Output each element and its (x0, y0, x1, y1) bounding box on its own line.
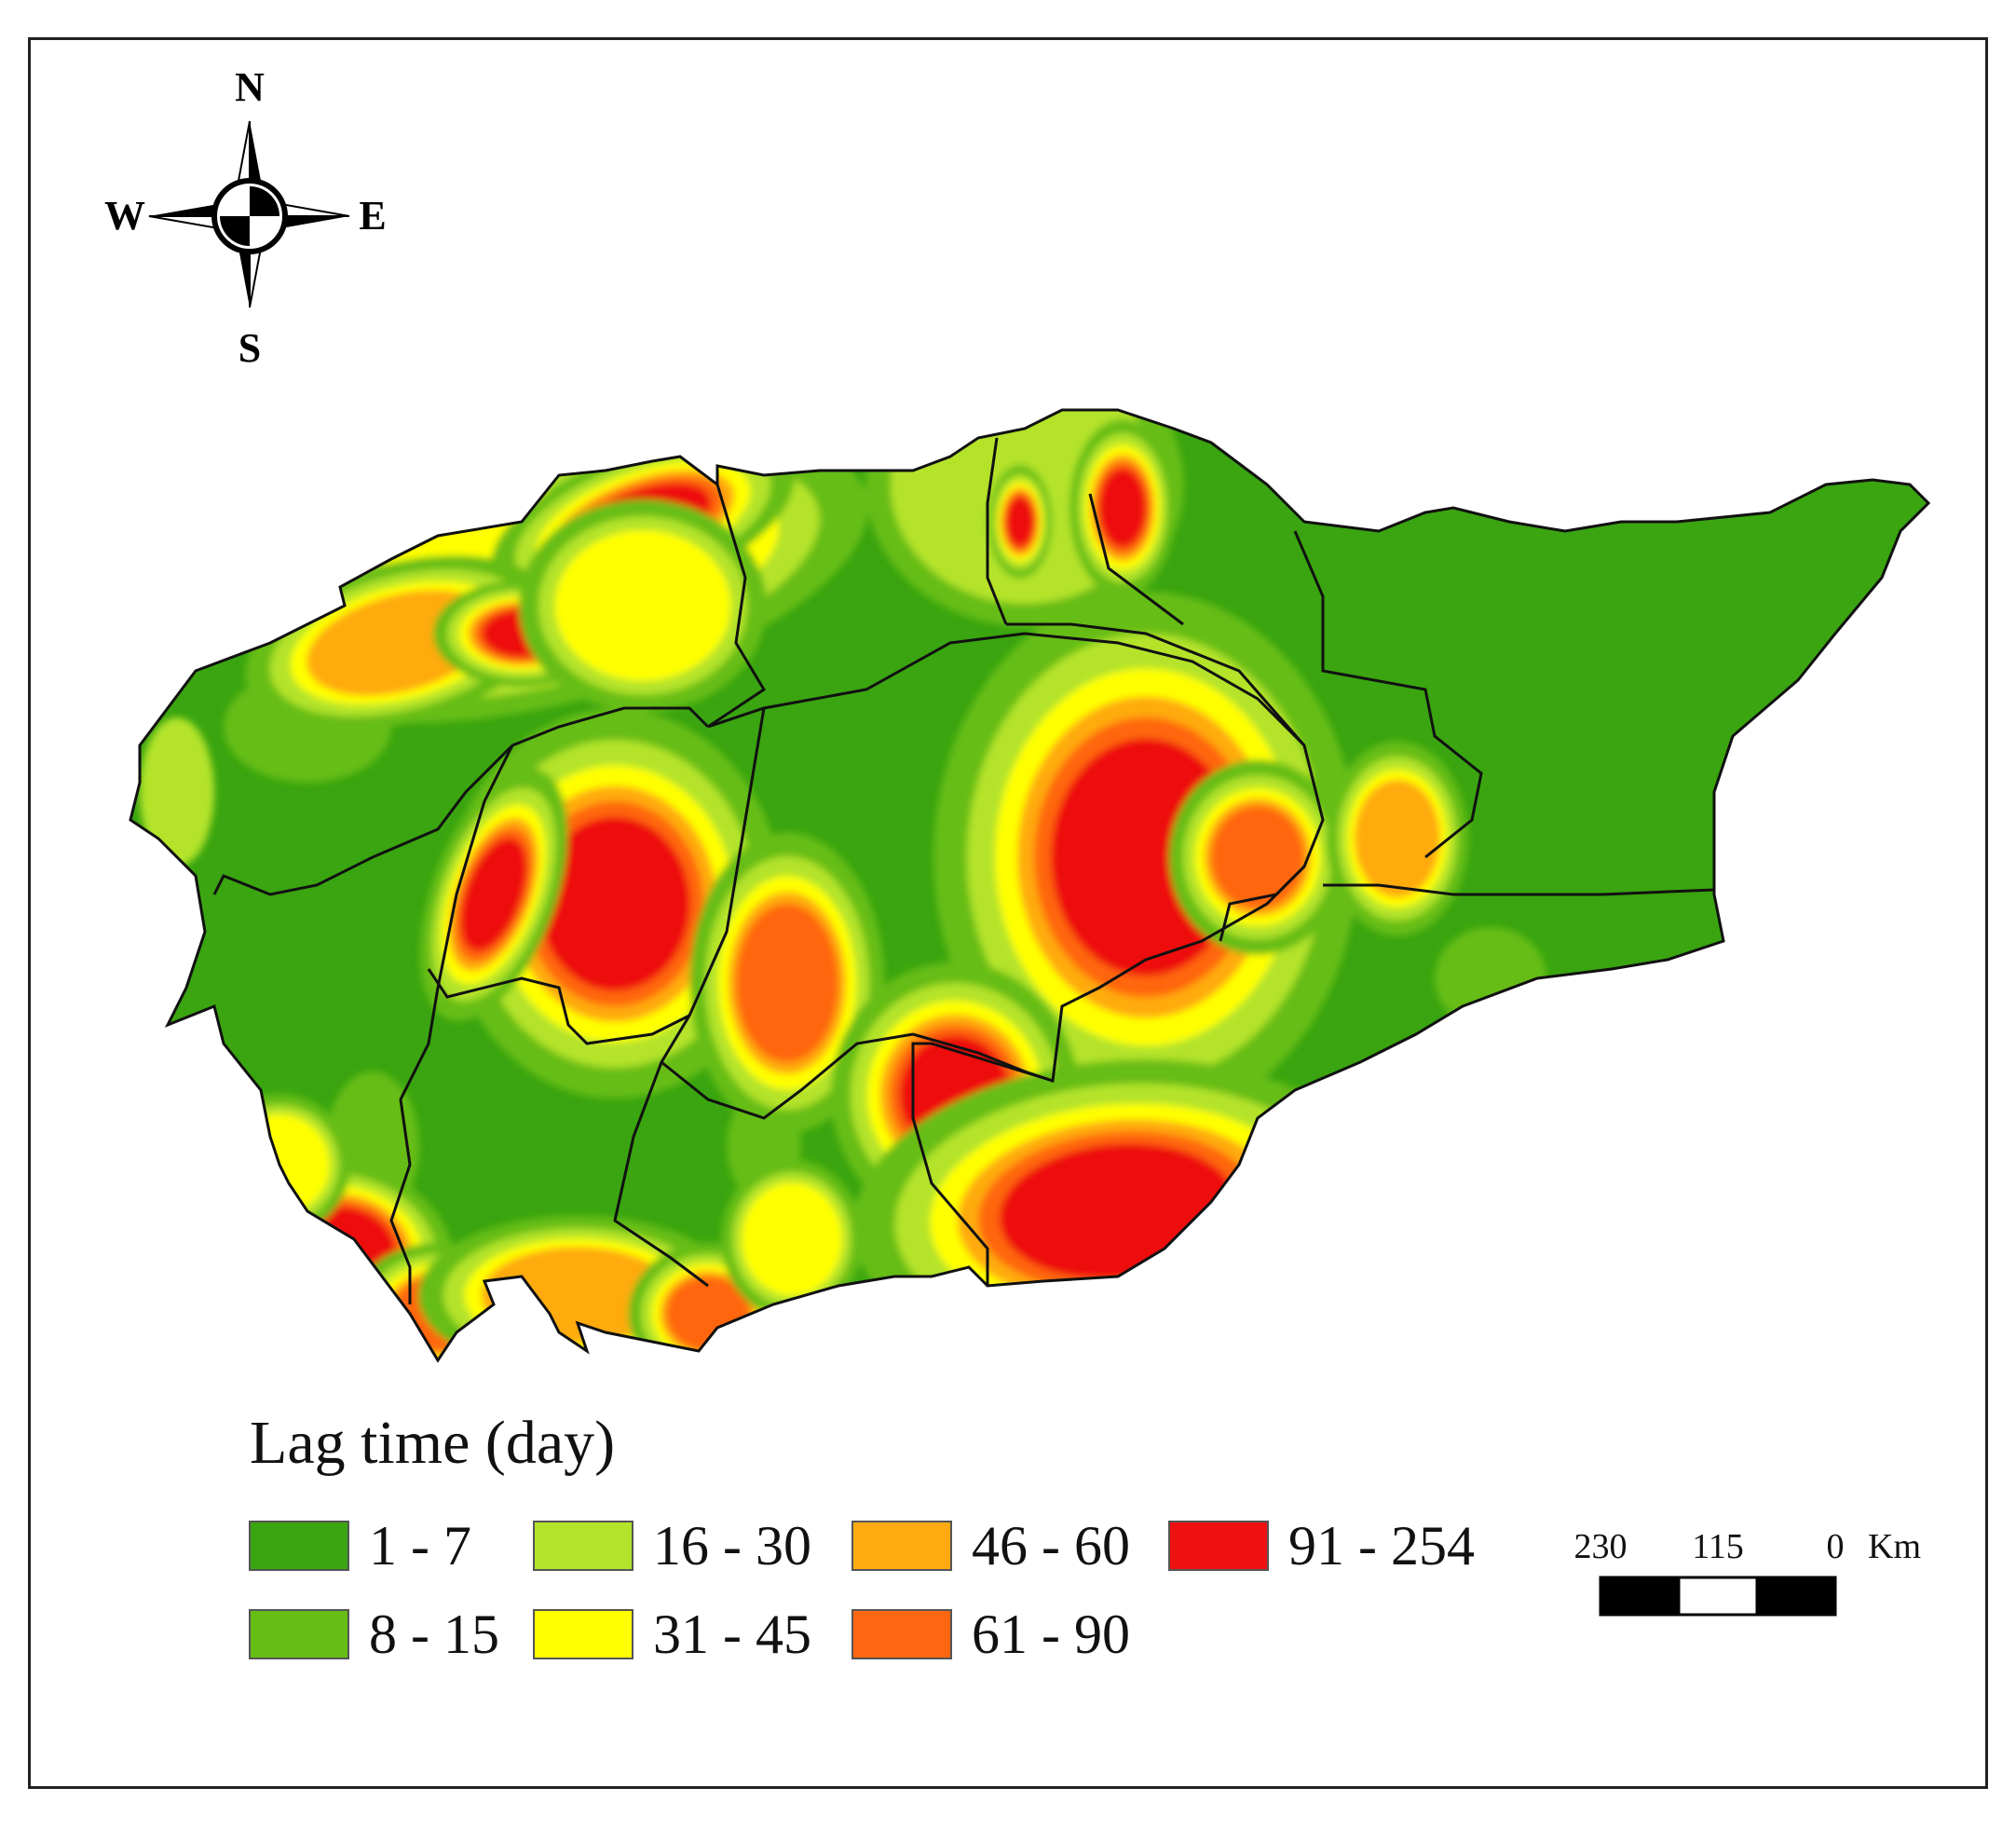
legend-swatch (249, 1609, 349, 1659)
compass-rose: N S E W (104, 64, 387, 371)
scale-bar: 230 115 0 Km (1574, 1527, 1921, 1617)
scale-label-left: 230 (1574, 1527, 1628, 1566)
legend-swatch (851, 1609, 952, 1659)
scale-bar-segment-3 (1755, 1576, 1837, 1617)
compass-north-label: N (235, 64, 265, 110)
legend-label: 31 - 45 (653, 1604, 811, 1665)
heat-zone (460, 838, 527, 951)
legend-label: 16 - 30 (653, 1515, 811, 1576)
scale-label-mid: 115 (1692, 1527, 1744, 1566)
legend-items: 1 - 7 8 - 15 16 - 30 31 - 45 46 - 60 61 - 90 9… (249, 1515, 1475, 1665)
scale-bar-segment-1 (1599, 1576, 1681, 1617)
heat-zone (539, 816, 690, 991)
legend-label: 91 - 254 (1288, 1515, 1475, 1576)
legend: Lag time (day) 1 - 7 8 - 15 16 - 30 31 - 45… (249, 1409, 1475, 1665)
compass-east-label: E (359, 193, 386, 239)
heat-zone (140, 717, 214, 867)
legend-swatch (1168, 1521, 1269, 1571)
legend-swatch (533, 1609, 633, 1659)
compass-west-label: W (104, 193, 145, 239)
lag-time-map (129, 408, 1930, 1362)
heat-zone (736, 904, 838, 1062)
compass-south-label: S (238, 325, 261, 371)
heat-zone (1098, 468, 1147, 548)
legend-title: Lag time (day) (250, 1409, 615, 1477)
legend-swatch (249, 1521, 349, 1571)
heat-zone (554, 530, 731, 681)
region-boundaries (129, 408, 1930, 1362)
scale-unit: Km (1868, 1527, 1921, 1566)
heat-zone (1355, 779, 1440, 898)
legend-swatch (851, 1521, 952, 1571)
legend-swatch (533, 1521, 633, 1571)
legend-label: 1 - 7 (369, 1515, 471, 1576)
heat-zone (1005, 496, 1035, 548)
map-frame (28, 37, 1988, 1789)
scale-bar-segment-2 (1677, 1576, 1759, 1617)
legend-label: 8 - 15 (369, 1604, 499, 1665)
heat-zone (742, 1182, 842, 1296)
heat-zone (1211, 806, 1304, 908)
scale-label-right: 0 (1827, 1527, 1845, 1566)
legend-label: 61 - 90 (972, 1604, 1130, 1665)
compass-star-icon (148, 120, 350, 308)
legend-label: 46 - 60 (972, 1515, 1130, 1576)
